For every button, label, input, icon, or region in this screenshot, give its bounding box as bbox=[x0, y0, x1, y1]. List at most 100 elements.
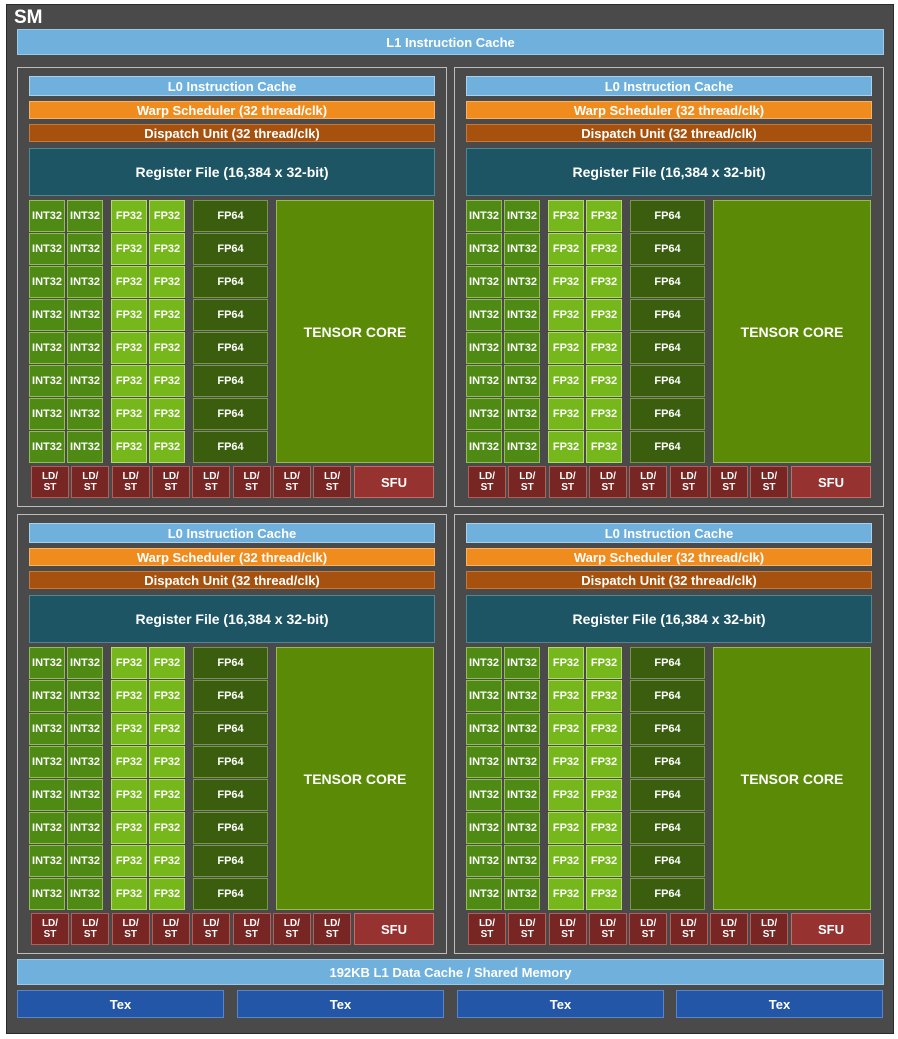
ld-st-label: LD/ bbox=[203, 471, 220, 482]
register-file: Register File (16,384 x 32-bit) bbox=[29, 595, 435, 643]
ld-st-unit: LD/ST bbox=[232, 913, 271, 945]
int32-core: INT32 bbox=[504, 431, 540, 463]
fp32-core: FP32 bbox=[586, 845, 622, 877]
ld-st-label: LD/ bbox=[82, 918, 99, 929]
int32-core: INT32 bbox=[466, 713, 502, 745]
int32-core: INT32 bbox=[67, 680, 103, 712]
ld-st-unit: LD/ST bbox=[709, 466, 748, 498]
fp32-core: FP32 bbox=[548, 647, 584, 679]
fp32-core: FP32 bbox=[149, 713, 185, 745]
fp32-core: FP32 bbox=[149, 200, 185, 232]
fp64-core: FP64 bbox=[630, 680, 705, 712]
streaming-multiprocessor: SM L1 Instruction Cache L0 Instruction C… bbox=[6, 4, 894, 1034]
fp64-core: FP64 bbox=[193, 200, 268, 232]
ld-st-unit: LD/ST bbox=[548, 466, 587, 498]
ld-st-label: LD/ bbox=[599, 471, 616, 482]
ld-st-unit: LD/ST bbox=[313, 466, 352, 498]
processing-partition: L0 Instruction Cache Warp Scheduler (32 t… bbox=[454, 67, 884, 507]
ld-st-label: LD/ bbox=[599, 918, 616, 929]
fp64-core: FP64 bbox=[630, 878, 705, 910]
ld-st-label: ST bbox=[245, 929, 258, 940]
fp32-core: FP32 bbox=[149, 365, 185, 397]
fp32-core: FP32 bbox=[111, 266, 147, 298]
ld-st-label: LD/ bbox=[519, 471, 536, 482]
int32-core: INT32 bbox=[29, 713, 65, 745]
sfu-unit: SFU bbox=[354, 466, 434, 498]
ld-st-unit: LD/ST bbox=[272, 466, 311, 498]
int32-core: INT32 bbox=[67, 812, 103, 844]
tex-unit: Tex bbox=[237, 990, 444, 1018]
fp64-core: FP64 bbox=[193, 680, 268, 712]
fp32-core: FP32 bbox=[586, 713, 622, 745]
ld-st-label: LD/ bbox=[478, 471, 496, 482]
fp32-core: FP32 bbox=[586, 266, 622, 298]
ld-st-label: ST bbox=[164, 482, 178, 493]
sfu-unit: SFU bbox=[791, 466, 871, 498]
int32-core: INT32 bbox=[67, 332, 103, 364]
warp-scheduler: Warp Scheduler (32 thread/clk) bbox=[466, 101, 872, 119]
ld-st-label: LD/ bbox=[283, 471, 300, 482]
fp32-core: FP32 bbox=[586, 431, 622, 463]
fp32-core: FP32 bbox=[586, 812, 622, 844]
fp32-core: FP32 bbox=[111, 746, 147, 778]
int32-core: INT32 bbox=[466, 845, 502, 877]
int32-core: INT32 bbox=[466, 266, 502, 298]
int32-core: INT32 bbox=[504, 845, 540, 877]
l1-instruction-cache: L1 Instruction Cache bbox=[17, 29, 884, 55]
int32-core: INT32 bbox=[67, 779, 103, 811]
tex-unit: Tex bbox=[676, 990, 883, 1018]
fp64-core: FP64 bbox=[630, 713, 705, 745]
ld-st-label: LD/ bbox=[720, 918, 737, 929]
int32-core: INT32 bbox=[466, 431, 502, 463]
fp32-core: FP32 bbox=[586, 779, 622, 811]
fp64-core: FP64 bbox=[193, 266, 268, 298]
l0-instruction-cache: L0 Instruction Cache bbox=[466, 76, 872, 96]
fp64-core: FP64 bbox=[630, 845, 705, 877]
ld-st-label: ST bbox=[124, 929, 137, 940]
ld-st-label: LD/ bbox=[761, 918, 778, 929]
ld-st-label: ST bbox=[601, 482, 615, 493]
fp32-core: FP32 bbox=[586, 680, 622, 712]
ld-st-label: ST bbox=[641, 929, 655, 940]
int32-core: INT32 bbox=[29, 746, 65, 778]
fp32-core: FP32 bbox=[586, 332, 622, 364]
ld-st-label: LD/ bbox=[203, 918, 220, 929]
ld-st-label: LD/ bbox=[243, 918, 260, 929]
fp32-core: FP32 bbox=[111, 845, 147, 877]
fp32-core: FP32 bbox=[111, 332, 147, 364]
fp32-core: FP32 bbox=[149, 266, 185, 298]
int32-core: INT32 bbox=[29, 398, 65, 430]
int32-core: INT32 bbox=[29, 365, 65, 397]
fp32-core: FP32 bbox=[548, 779, 584, 811]
tensor-core: TENSOR CORE bbox=[276, 200, 434, 463]
ld-st-unit: LD/ST bbox=[468, 913, 506, 945]
fp64-core: FP64 bbox=[193, 365, 268, 397]
sfu-unit: SFU bbox=[791, 913, 871, 945]
int32-core: INT32 bbox=[29, 266, 65, 298]
ld-st-label: LD/ bbox=[82, 471, 99, 482]
ld-st-label: LD/ bbox=[559, 471, 576, 482]
ld-st-unit: LD/ST bbox=[588, 466, 627, 498]
int32-core: INT32 bbox=[504, 266, 540, 298]
ld-st-label: ST bbox=[682, 929, 695, 940]
sfu-unit: SFU bbox=[354, 913, 434, 945]
ld-st-unit: LD/ST bbox=[750, 466, 789, 498]
fp64-core: FP64 bbox=[193, 398, 268, 430]
ld-st-unit: LD/ST bbox=[669, 466, 708, 498]
tensor-core: TENSOR CORE bbox=[276, 647, 434, 910]
ld-st-label: ST bbox=[520, 929, 534, 940]
fp64-core: FP64 bbox=[630, 812, 705, 844]
int32-core: INT32 bbox=[466, 398, 502, 430]
fp64-core: FP64 bbox=[193, 431, 268, 463]
ld-st-unit: LD/ST bbox=[71, 466, 110, 498]
fp32-core: FP32 bbox=[548, 398, 584, 430]
int32-core: INT32 bbox=[67, 878, 103, 910]
fp64-core: FP64 bbox=[630, 266, 705, 298]
ld-st-unit: LD/ST bbox=[111, 466, 150, 498]
fp32-core: FP32 bbox=[586, 299, 622, 331]
int32-core: INT32 bbox=[67, 647, 103, 679]
fp32-core: FP32 bbox=[111, 713, 147, 745]
processing-partition: L0 Instruction Cache Warp Scheduler (32 t… bbox=[17, 67, 447, 507]
int32-core: INT32 bbox=[67, 233, 103, 265]
fp64-core: FP64 bbox=[193, 878, 268, 910]
